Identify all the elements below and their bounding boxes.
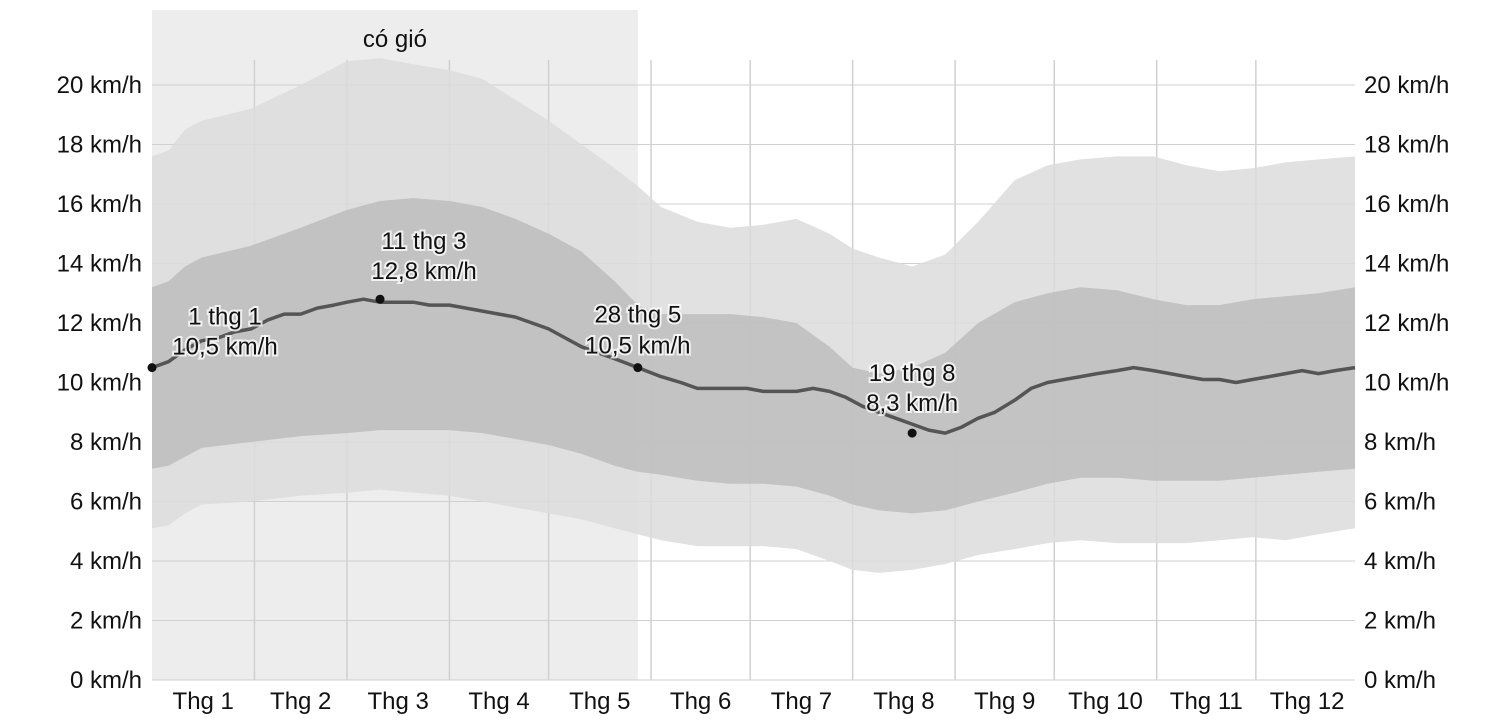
- y-tick-label-left: 12 km/h: [57, 310, 142, 337]
- y-tick-label-right: 0 km/h: [1364, 667, 1436, 694]
- x-tick-label: Thg 7: [771, 688, 832, 715]
- y-tick-label-right: 10 km/h: [1364, 370, 1449, 397]
- speed-bands: [152, 58, 1355, 573]
- y-tick-label-left: 16 km/h: [57, 191, 142, 218]
- x-tick-label: Thg 4: [468, 688, 529, 715]
- y-tick-label-right: 16 km/h: [1364, 191, 1449, 218]
- annotation-date-label: 1 thg 1: [188, 304, 261, 331]
- shaded-region-label: có gió: [363, 26, 427, 53]
- y-tick-label-right: 14 km/h: [1364, 251, 1449, 278]
- annotation-value-label: 10,5 km/h: [585, 333, 690, 360]
- annotation-value-label: 8,3 km/h: [866, 390, 958, 417]
- y-tick-label-left: 18 km/h: [57, 132, 142, 159]
- annotations: 1 thg 1 10,5 km/h 11 thg 3 12,8 km/h 28 thg …: [147, 226, 960, 438]
- band-inner: [152, 198, 1355, 514]
- x-tick-label: Thg 3: [368, 688, 429, 715]
- y-tick-label-left: 14 km/h: [57, 251, 142, 278]
- average-line: [151, 297, 1356, 435]
- x-tick-label: Thg 8: [873, 688, 934, 715]
- x-tick-label: Thg 12: [1270, 688, 1345, 715]
- y-tick-label-left: 8 km/h: [70, 429, 142, 456]
- annotation-value-label: 10,5 km/h: [172, 334, 277, 361]
- annotation-date-label: 28 thg 5: [594, 302, 681, 329]
- annotation-value-label: 12,8 km/h: [371, 258, 476, 285]
- y-tick-label-left: 10 km/h: [57, 370, 142, 397]
- y-tick-label-right: 20 km/h: [1364, 72, 1449, 99]
- annotation-dot: [147, 363, 157, 373]
- annotation-dot: [907, 428, 917, 438]
- x-tick-label: Thg 11: [1170, 688, 1243, 715]
- annotation-dot: [375, 294, 385, 304]
- y-tick-label-right: 2 km/h: [1364, 608, 1436, 635]
- y-tick-label-left: 6 km/h: [70, 489, 142, 516]
- x-tick-label: Thg 5: [569, 688, 630, 715]
- y-tick-label-left: 2 km/h: [70, 608, 142, 635]
- y-tick-label-right: 4 km/h: [1364, 548, 1436, 575]
- y-tick-label-left: 0 km/h: [70, 667, 142, 694]
- annotation-date-label: 11 thg 3: [382, 228, 467, 255]
- annotation-date-label: 19 thg 8: [869, 360, 956, 387]
- y-tick-label-left: 20 km/h: [57, 72, 142, 99]
- y-tick-label-right: 8 km/h: [1364, 429, 1436, 456]
- x-tick-label: Thg 10: [1068, 688, 1143, 715]
- y-tick-label-right: 6 km/h: [1364, 489, 1436, 516]
- y-tick-label-left: 4 km/h: [70, 548, 142, 575]
- x-tick-label: Thg 6: [670, 688, 731, 715]
- average-line-group: [151, 297, 1356, 435]
- axis-ticks: 0 km/h 0 km/h 2 km/h 2 km/h 4 km/h 4 km/h 6 km…: [57, 72, 1450, 715]
- y-tick-label-right: 18 km/h: [1364, 132, 1449, 159]
- x-tick-label: Thg 2: [270, 688, 331, 715]
- x-tick-label: Thg 9: [974, 688, 1035, 715]
- y-tick-label-right: 12 km/h: [1364, 310, 1449, 337]
- x-tick-label: Thg 1: [173, 688, 234, 715]
- annotation-dot: [633, 363, 643, 373]
